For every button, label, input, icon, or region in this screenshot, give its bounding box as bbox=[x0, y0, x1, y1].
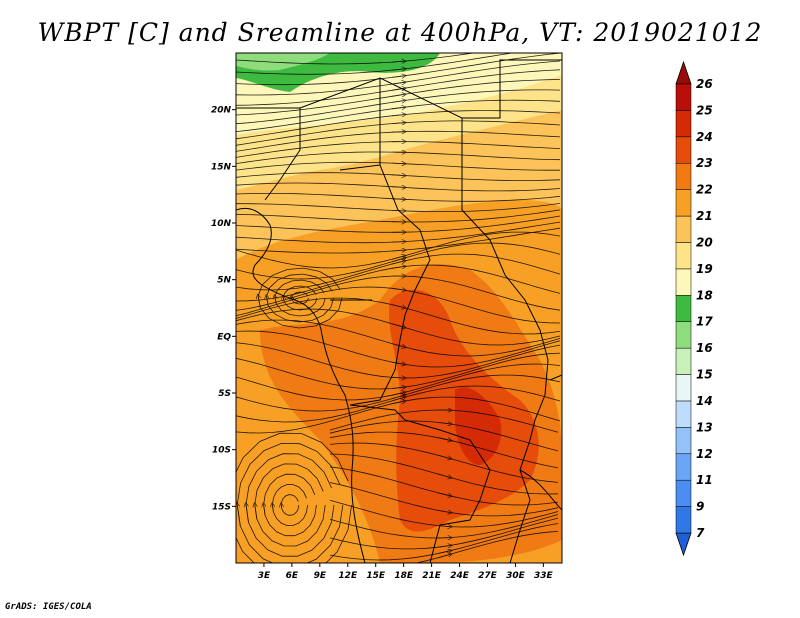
colorbar-label: 14 bbox=[696, 394, 713, 408]
colorbar-swatch bbox=[675, 506, 692, 534]
colorbar-label: 21 bbox=[696, 209, 713, 223]
lon-tick-label: 24E bbox=[450, 571, 470, 581]
lon-tick-label: 6E bbox=[286, 571, 299, 581]
lon-tick-label: 30E bbox=[506, 571, 526, 581]
colorbar-swatch bbox=[675, 374, 692, 402]
colorbar-swatch bbox=[675, 189, 692, 217]
colorbar-swatch bbox=[675, 242, 692, 270]
wbpt-shading bbox=[236, 53, 562, 563]
lat-tick-label: 10N bbox=[211, 219, 232, 229]
lon-tick-label: 3E bbox=[258, 571, 271, 581]
lon-tick-label: 18E bbox=[394, 571, 414, 581]
colorbar-label: 13 bbox=[696, 420, 713, 434]
lat-tick-label: 15N bbox=[211, 162, 232, 172]
colorbar-swatch bbox=[675, 479, 692, 507]
lon-tick-label: 27E bbox=[478, 571, 498, 581]
colorbar-swatch bbox=[675, 400, 692, 428]
lat-tick-label: 5N bbox=[217, 276, 231, 286]
colorbar-label: 24 bbox=[696, 130, 713, 144]
streamlines bbox=[236, 53, 561, 563]
colorbar-swatch bbox=[675, 110, 692, 138]
colorbar-swatch bbox=[675, 83, 692, 111]
colorbar-label: 22 bbox=[696, 183, 713, 197]
colorbar-swatch bbox=[675, 215, 692, 243]
colorbar-swatch bbox=[675, 268, 692, 296]
colorbar-label: 26 bbox=[696, 77, 713, 91]
colorbar-swatch bbox=[675, 321, 692, 349]
lat-tick-label: 15S bbox=[212, 502, 231, 512]
colorbar-swatch bbox=[675, 136, 692, 164]
figure-title: WBPT [C] and Sreamline at 400hPa, VT: 20… bbox=[37, 18, 763, 47]
lon-tick-label: 21E bbox=[422, 571, 442, 581]
lat-tick-label: EQ bbox=[217, 332, 231, 342]
colorbar-label: 7 bbox=[696, 526, 705, 540]
lon-tick-label: 9E bbox=[314, 571, 327, 581]
colorbar-label: 9 bbox=[696, 500, 704, 514]
colorbar-bottom-arrow bbox=[675, 532, 692, 557]
colorbar-label: 25 bbox=[696, 103, 713, 117]
longitude-axis: 3E 6E 9E 12E 15E 18E 21E 24E 27E 30E 33E bbox=[258, 563, 554, 581]
lat-tick-label: 10S bbox=[212, 446, 231, 456]
colorbar-label: 18 bbox=[696, 288, 713, 302]
colorbar-label: 15 bbox=[696, 368, 713, 382]
colorbar-swatch bbox=[675, 453, 692, 481]
map-frame bbox=[235, 52, 563, 564]
country-borders bbox=[236, 59, 562, 563]
lon-tick-label: 15E bbox=[366, 571, 386, 581]
lon-tick-label: 12E bbox=[338, 571, 358, 581]
colorbar-label: 11 bbox=[696, 473, 713, 487]
colorbar-swatch bbox=[675, 162, 692, 190]
colorbar-label: 17 bbox=[696, 315, 713, 329]
colorbar-label: 12 bbox=[696, 447, 713, 461]
colorbar-label: 23 bbox=[696, 156, 713, 170]
colorbar-swatch bbox=[675, 347, 692, 375]
colorbar: 7 9 11 12 13 14 15 16 17 18 19 20 21 22 23 24 25 26 bbox=[675, 60, 713, 557]
lat-tick-label: 5S bbox=[218, 389, 231, 399]
colorbar-label: 16 bbox=[696, 341, 713, 355]
colorbar-swatch bbox=[675, 427, 692, 455]
colorbar-swatch bbox=[675, 295, 692, 322]
colorbar-label: 20 bbox=[696, 235, 713, 249]
colorbar-top-arrow bbox=[675, 60, 692, 85]
lat-tick-label: 20N bbox=[211, 106, 232, 116]
lon-tick-label: 33E bbox=[534, 571, 554, 581]
colorbar-label: 19 bbox=[696, 262, 713, 276]
latitude-axis: 20N 15N 10N 5N EQ 5S 10S 15S bbox=[211, 106, 236, 512]
grads-credit: GrADS: IGES/COLA bbox=[5, 602, 92, 612]
